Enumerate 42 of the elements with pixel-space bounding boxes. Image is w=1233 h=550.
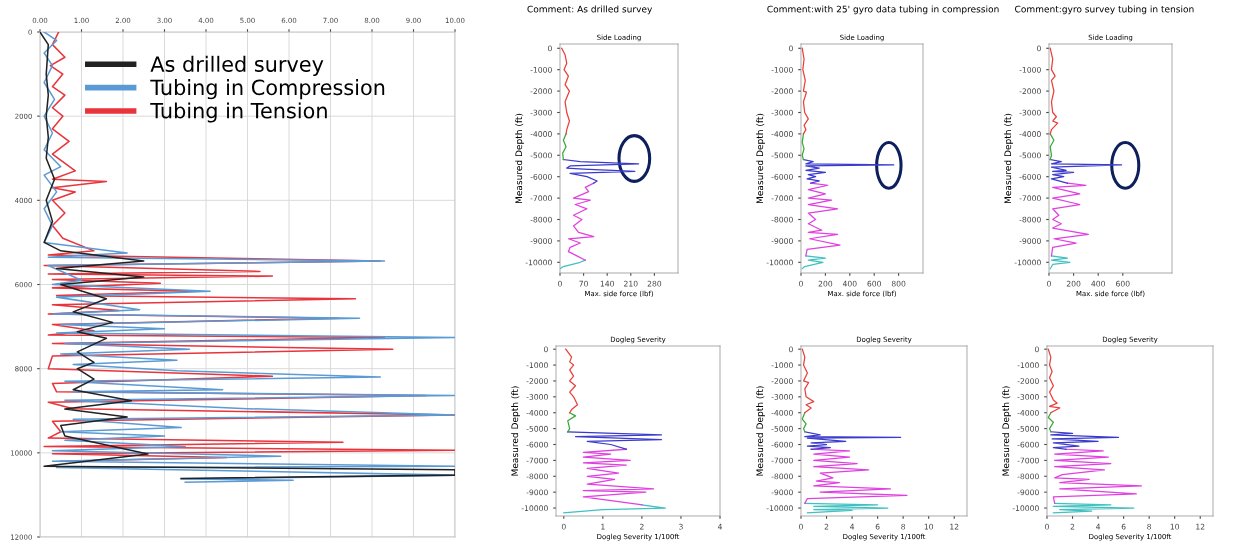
line-series — [805, 182, 841, 257]
line-series — [562, 158, 640, 184]
line-series — [582, 448, 655, 506]
line-series — [804, 431, 902, 450]
line-series — [804, 502, 889, 514]
line-series — [1049, 133, 1055, 161]
line-series — [801, 133, 805, 161]
line-series — [801, 47, 809, 135]
chart-subtitle: Comment: As drilled survey — [527, 5, 653, 15]
line-series — [567, 412, 577, 433]
y-axis-title: Measured Depth (ft) — [756, 113, 765, 204]
y-axis-title: Measured Depth (ft) — [511, 386, 520, 476]
line-series — [802, 158, 895, 184]
line-series — [1049, 255, 1071, 270]
line-series — [801, 348, 815, 414]
line-series — [1047, 348, 1061, 414]
line-series — [801, 412, 807, 433]
line-series — [560, 259, 586, 270]
line-series — [1049, 158, 1123, 184]
line-series — [567, 182, 595, 261]
y-axis-title: Measured Depth (ft) — [756, 386, 765, 476]
line-series — [567, 431, 663, 450]
legend-label: Tubing in Tension — [150, 102, 327, 123]
line-series — [565, 348, 579, 414]
line-series — [561, 47, 571, 135]
chart-subtitle: Comment:gyro survey tubing in tension — [1015, 5, 1194, 15]
line-series — [1047, 412, 1055, 433]
line-series — [804, 448, 908, 504]
y-axis-title: Measured Depth (ft) — [1002, 386, 1011, 476]
line-series — [1049, 47, 1059, 135]
line-series — [562, 133, 567, 161]
line-series — [1050, 431, 1120, 450]
line-series — [1052, 448, 1143, 504]
y-axis-title: Measured Depth (ft) — [1004, 113, 1013, 204]
line-series — [801, 255, 827, 270]
line-series — [1050, 182, 1089, 257]
chart-subtitle: Comment:with 25' gyro data tubing in compression — [767, 5, 999, 15]
legend-label: As drilled survey — [150, 55, 324, 76]
legend-label: Tubing in Compression — [150, 79, 385, 100]
y-axis-title: Measured Depth (ft) — [515, 113, 524, 204]
line-series — [1052, 502, 1135, 514]
line-series — [563, 504, 666, 514]
